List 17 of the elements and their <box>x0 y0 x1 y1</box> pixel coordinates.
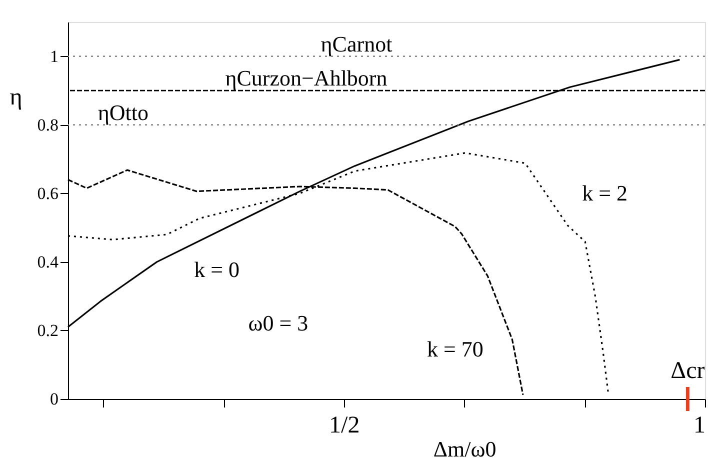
series-label: k = 70 <box>426 336 484 362</box>
series-label: k = 2 <box>582 180 628 206</box>
y-tick-label: 1 <box>50 46 58 66</box>
series-label: k = 0 <box>194 256 240 282</box>
x-tick-label: 1/2 <box>329 412 360 438</box>
ref-line-label: Δcr <box>670 358 705 384</box>
ref-line-label: ηCurzon−Ahlborn <box>225 66 388 91</box>
y-tick-label: 0 <box>50 390 58 408</box>
x-axis-title: Δm/ω0 <box>433 436 496 458</box>
y-tick-label: 0.6 <box>37 184 58 203</box>
y-tick-label: 0.4 <box>37 252 59 272</box>
y-tick-label: 0.8 <box>37 115 58 134</box>
ref-line-label: ηCarnot <box>320 31 392 56</box>
y-tick-label: 0.2 <box>37 320 58 340</box>
annotation: ω0 = 3 <box>248 310 308 336</box>
ref-line-label: ηOtto <box>98 100 148 125</box>
y-axis-title: η <box>10 84 22 110</box>
